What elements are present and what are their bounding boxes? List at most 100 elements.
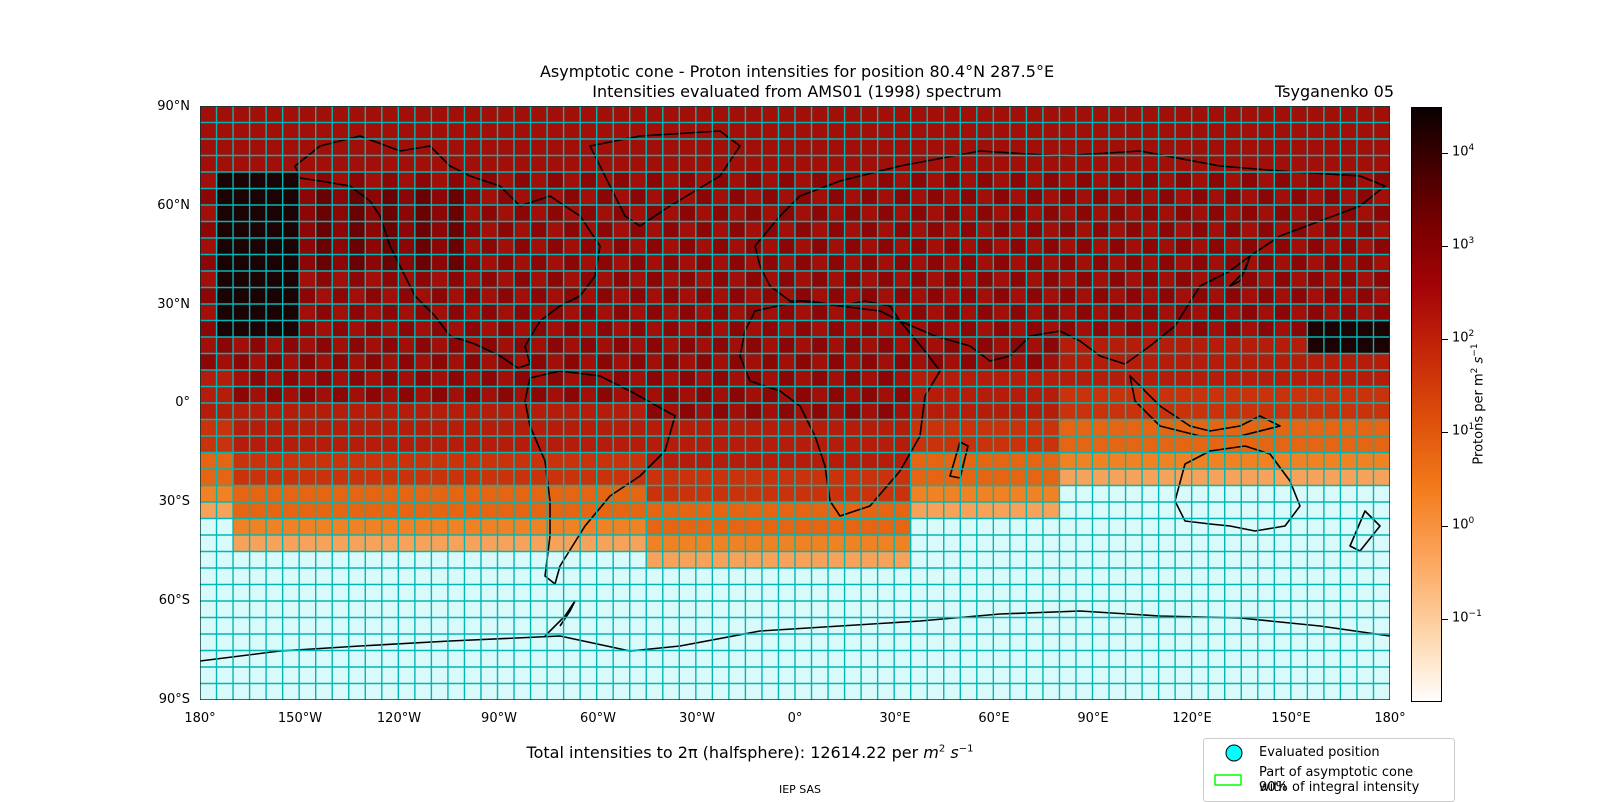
intensity-cell — [679, 155, 696, 172]
intensity-cell — [910, 238, 928, 255]
intensity-cell — [1092, 254, 1110, 271]
intensity-cell — [844, 370, 862, 387]
empty-cell — [1059, 518, 1076, 535]
empty-cell — [993, 518, 1010, 535]
empty-cell — [646, 667, 663, 684]
intensity-cell — [1125, 320, 1143, 337]
empty-cell — [1257, 502, 1275, 519]
intensity-cell — [1208, 436, 1225, 453]
empty-cell — [580, 650, 597, 667]
intensity-cell — [1290, 337, 1308, 354]
intensity-cell — [745, 551, 762, 568]
intensity-cell — [943, 139, 961, 156]
intensity-cell — [795, 205, 812, 222]
intensity-cell — [514, 106, 531, 123]
intensity-cell — [877, 469, 895, 486]
intensity-cell — [1009, 337, 1027, 354]
empty-cell — [1191, 601, 1209, 618]
empty-cell — [1042, 518, 1060, 535]
intensity-cell — [894, 469, 911, 486]
empty-cell — [596, 667, 614, 684]
intensity-cell — [1125, 304, 1143, 321]
intensity-cell — [712, 254, 729, 271]
intensity-cell — [1142, 403, 1159, 420]
intensity-cell — [943, 502, 961, 519]
intensity-cell — [1009, 436, 1027, 453]
intensity-cell — [646, 122, 663, 139]
coastline-south-america — [524, 370, 676, 585]
intensity-cell — [679, 205, 696, 222]
intensity-cell — [877, 254, 895, 271]
intensity-cell — [1208, 139, 1225, 156]
intensity-cell — [778, 106, 795, 123]
intensity-cell — [530, 370, 548, 387]
empty-cell — [712, 634, 729, 651]
empty-cell — [1142, 535, 1159, 552]
intensity-cell — [795, 304, 812, 321]
intensity-cell — [828, 353, 845, 370]
intensity-cell — [844, 155, 862, 172]
intensity-cell — [1125, 155, 1143, 172]
empty-cell — [811, 584, 829, 601]
intensity-cell — [1274, 287, 1291, 304]
intensity-cell — [464, 403, 481, 420]
intensity-cell — [795, 188, 812, 205]
intensity-cell — [514, 320, 531, 337]
intensity-cell — [480, 188, 498, 205]
intensity-cell — [497, 436, 515, 453]
empty-cell — [348, 650, 366, 667]
intensity-cell — [497, 535, 515, 552]
intensity-cell — [233, 287, 250, 304]
intensity-cell — [1241, 353, 1258, 370]
intensity-cell — [943, 320, 961, 337]
empty-cell — [993, 568, 1010, 585]
intensity-cell — [1142, 188, 1159, 205]
intensity-cell — [282, 188, 300, 205]
intensity-cell — [1142, 370, 1159, 387]
intensity-cell — [266, 304, 283, 321]
empty-cell — [547, 650, 564, 667]
intensity-cell — [910, 271, 928, 288]
intensity-cell — [348, 337, 366, 354]
intensity-cell — [480, 254, 498, 271]
empty-cell — [861, 634, 878, 651]
empty-cell — [844, 634, 862, 651]
empty-cell — [1241, 535, 1258, 552]
empty-cell — [497, 551, 515, 568]
intensity-cell — [1175, 287, 1192, 304]
intensity-cell — [613, 122, 630, 139]
empty-cell — [1142, 518, 1159, 535]
intensity-cell — [795, 337, 812, 354]
intensity-cell — [844, 518, 862, 535]
empty-cell — [1224, 617, 1242, 634]
empty-cell — [1175, 683, 1192, 700]
intensity-cell — [315, 238, 333, 255]
empty-cell — [613, 683, 630, 700]
empty-cell — [943, 617, 961, 634]
intensity-cell — [266, 320, 283, 337]
intensity-cell — [563, 172, 581, 189]
intensity-cell — [629, 419, 647, 436]
intensity-cell — [1323, 452, 1341, 469]
intensity-cell — [1009, 172, 1027, 189]
intensity-cell — [1241, 386, 1258, 403]
intensity-cell — [1241, 403, 1258, 420]
intensity-cell — [200, 155, 217, 172]
intensity-cell — [646, 139, 663, 156]
empty-cell — [1009, 584, 1027, 601]
intensity-cell — [728, 485, 746, 502]
empty-cell — [282, 667, 300, 684]
intensity-cell — [431, 172, 448, 189]
empty-cell — [563, 667, 581, 684]
intensity-cell — [894, 238, 911, 255]
intensity-cell — [795, 419, 812, 436]
empty-cell — [894, 634, 911, 651]
empty-cell — [497, 568, 515, 585]
empty-cell — [563, 634, 581, 651]
empty-cell — [514, 617, 531, 634]
empty-cell — [861, 601, 878, 618]
intensity-cell — [728, 535, 746, 552]
intensity-cell — [910, 353, 928, 370]
intensity-cell — [1340, 106, 1357, 123]
empty-cell — [1274, 568, 1291, 585]
